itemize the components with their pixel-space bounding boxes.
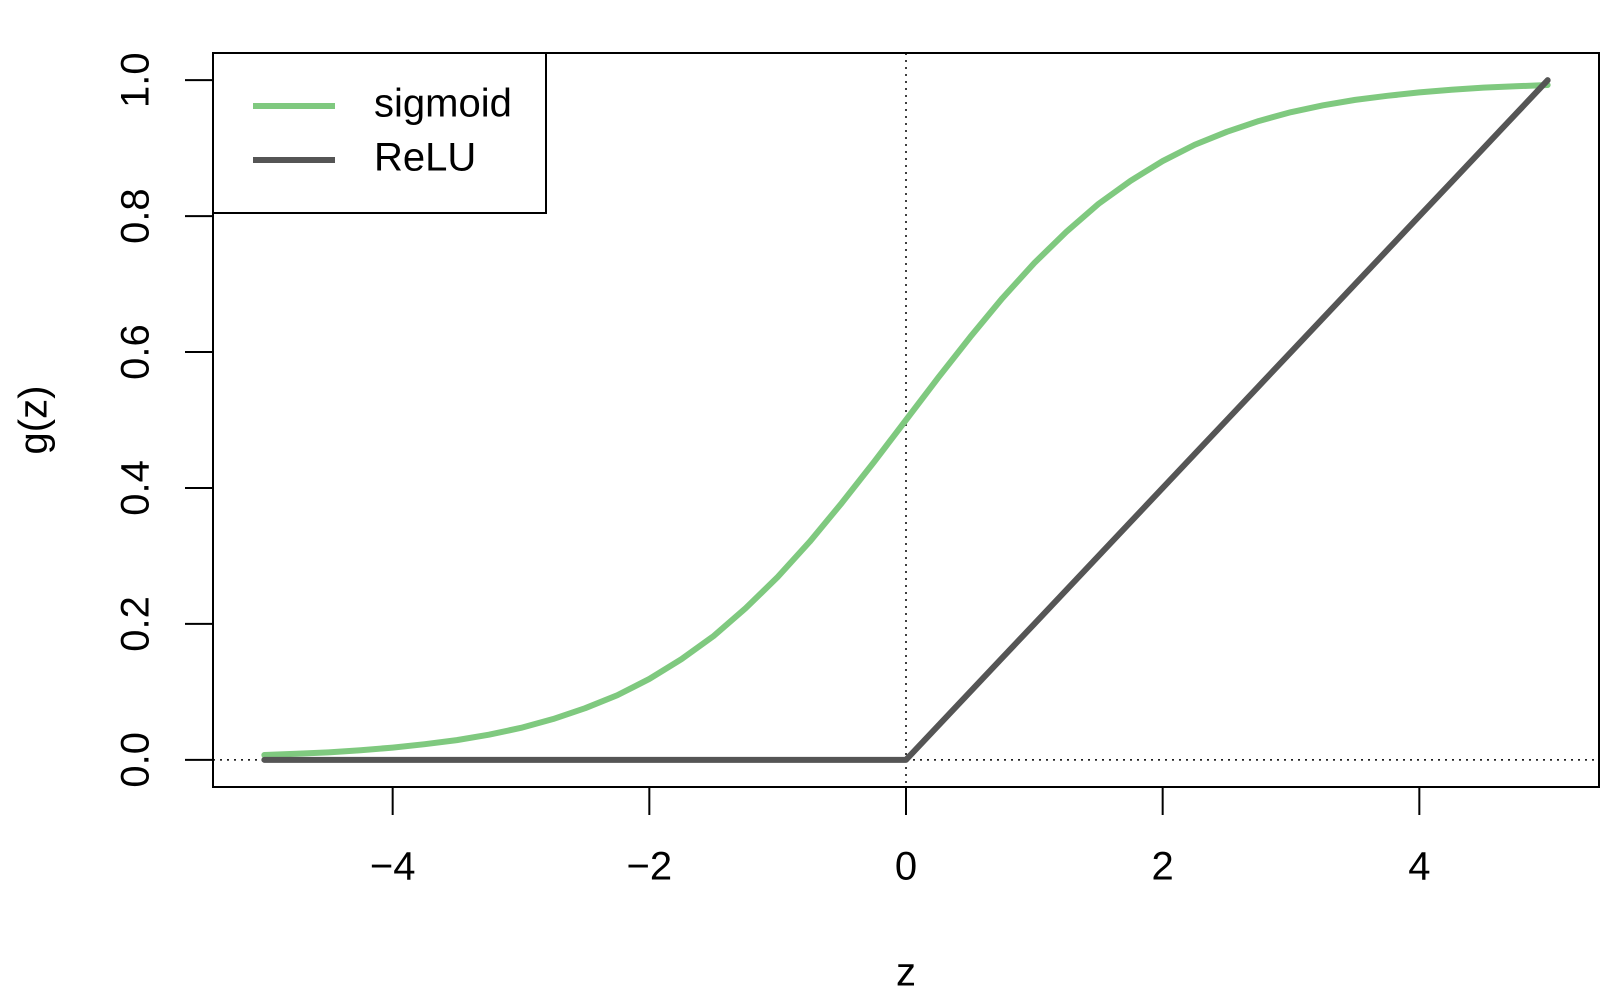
legend-label: sigmoid [374,82,512,126]
y-tick-label: 0.4 [114,460,158,516]
legend: sigmoid ReLU [212,52,547,214]
series-line [261,81,1551,759]
plot-frame [212,52,1600,788]
legend-label: ReLU [374,136,476,180]
series-line [261,77,1551,763]
x-tick-label: 4 [1408,845,1430,889]
x-tick-label: −2 [627,845,673,889]
x-axis-title: z [896,951,916,995]
y-axis-title: g(z) [12,386,56,455]
x-tick-label: 0 [895,845,917,889]
legend-box [212,52,547,214]
y-tick-label: 0.0 [114,732,158,788]
y-tick-label: 0.6 [114,324,158,380]
x-tick-label: −4 [370,845,416,889]
y-tick-label: 0.8 [114,188,158,244]
y-tick-label: 1.0 [114,52,158,108]
y-tick-label: 0.2 [114,596,158,652]
x-tick-label: 2 [1152,845,1174,889]
